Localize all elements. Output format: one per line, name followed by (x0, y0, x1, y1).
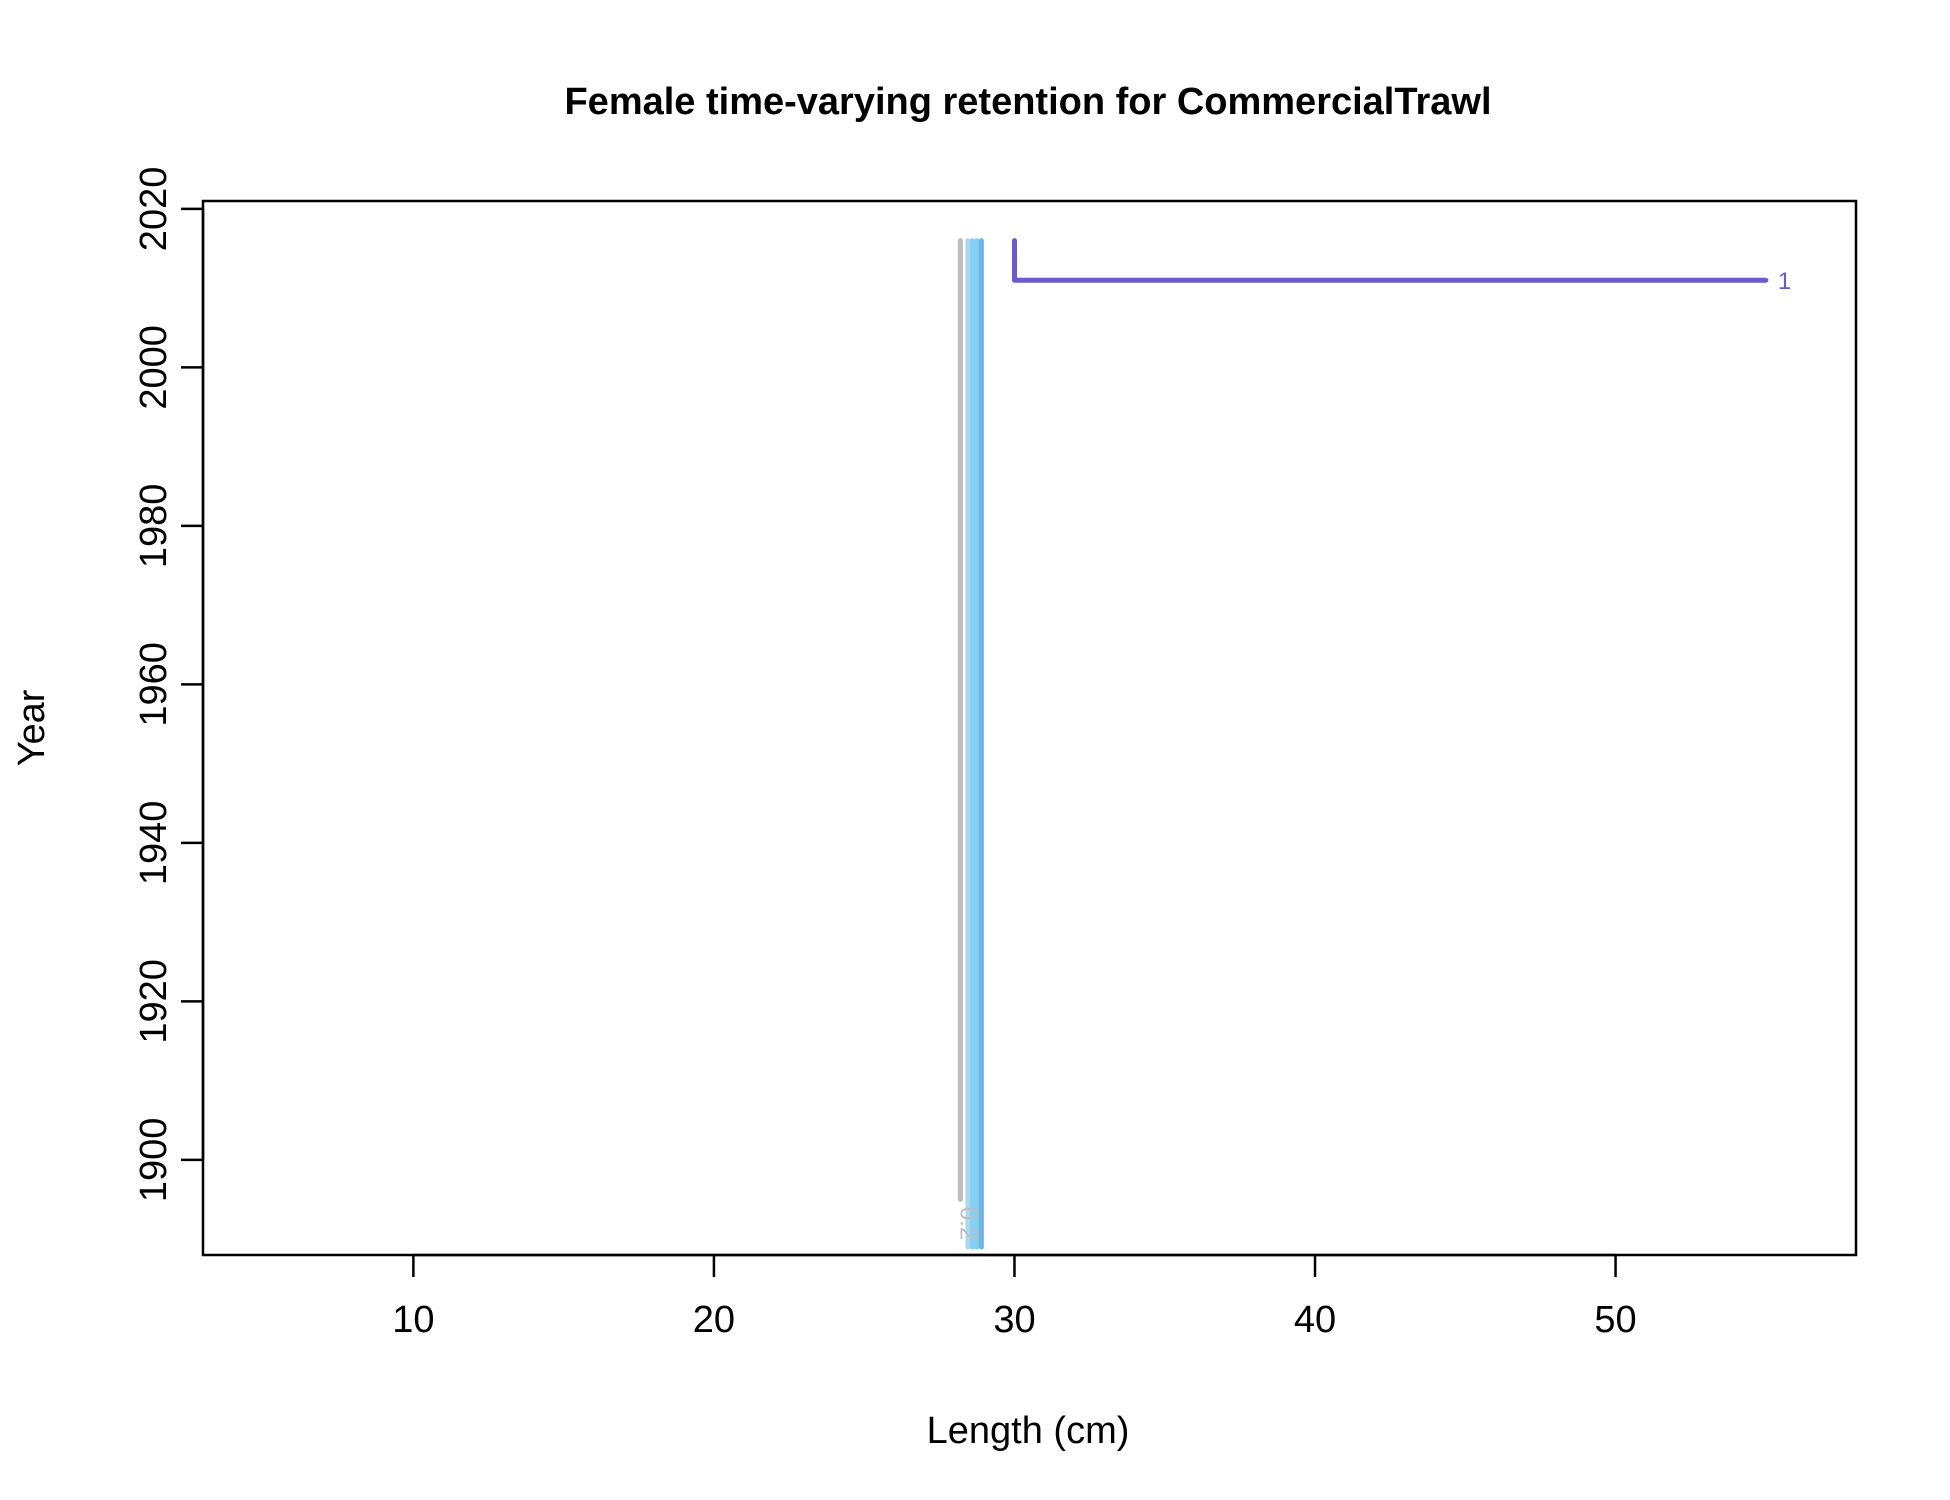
x-tick-label: 40 (1294, 1299, 1336, 1341)
plot-frame (201, 199, 1858, 1257)
contour-label-0: 0.2 (954, 1207, 981, 1240)
contour-label-5: 1 (1778, 268, 1791, 295)
chart-title: Female time-varying retention for Commer… (564, 81, 1491, 123)
y-axis: 1900 1920 1940 1960 1980 2000 2020 (133, 167, 205, 1203)
series-line-5 (1012, 238, 1769, 283)
y-tick-label: 1960 (133, 642, 175, 727)
series-layer (957, 238, 1769, 1250)
y-tick-label: 1900 (133, 1118, 175, 1203)
x-axis: 10 20 30 40 50 (392, 1253, 1637, 1341)
x-tick-label: 20 (693, 1299, 735, 1341)
y-axis-label: Year (11, 689, 53, 766)
x-tick-label: 50 (1594, 1299, 1636, 1341)
x-axis-label: Length (cm) (927, 1410, 1130, 1452)
x-tick-label: 10 (392, 1299, 434, 1341)
x-tick-label: 30 (993, 1299, 1035, 1341)
y-tick-label: 1920 (133, 959, 175, 1044)
y-tick-label: 2020 (133, 167, 175, 252)
y-tick-label: 1980 (133, 484, 175, 569)
y-tick-label: 1940 (133, 801, 175, 886)
y-tick-label: 2000 (133, 325, 175, 410)
contour-label-layer: 0.21 (954, 268, 1791, 1240)
